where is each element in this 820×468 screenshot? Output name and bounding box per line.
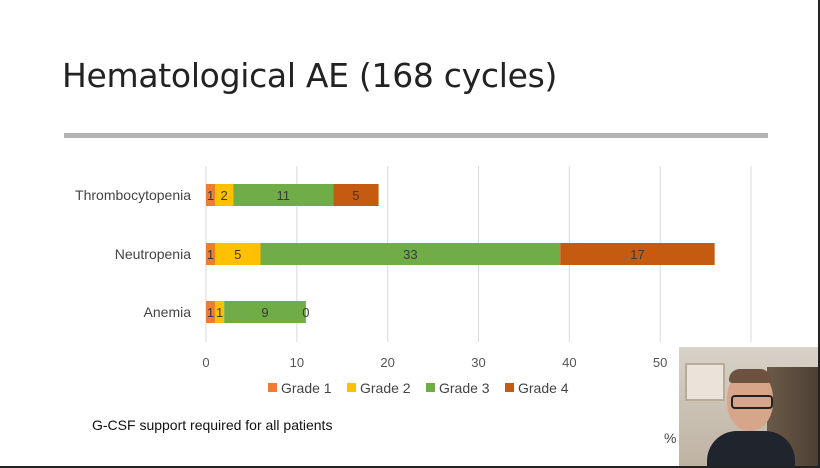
bar-segment-grade-2 [215,184,234,206]
data-label: 5 [352,188,359,203]
footnote: G-CSF support required for all patients [92,417,333,433]
category-label: Neutropenia [115,246,191,262]
legend-label: Grade 3 [439,380,490,396]
data-label: 17 [630,247,644,262]
bar-segment-grade-4 [560,243,715,265]
presenter-body [707,431,795,466]
bar-segment-grade-1 [206,184,216,206]
slide-title: Hematological AE (168 cycles) [62,56,558,95]
data-label: 1 [216,305,223,320]
x-tick-label: 30 [471,355,485,370]
data-label: 33 [403,247,417,262]
data-label: 1 [207,247,214,262]
presenter-glasses [731,395,773,409]
legend-swatch [347,383,356,392]
bar-segment-grade-1 [206,243,216,265]
bar-segment-grade-4 [333,184,379,206]
category-label: Anemia [144,304,192,320]
x-tick-label: 20 [380,355,394,370]
data-label: 11 [276,188,290,203]
data-label: 0 [302,305,309,320]
presenter-hair [729,369,771,383]
data-label: 1 [207,188,214,203]
legend-swatch [426,383,435,392]
bar-segment-grade-2 [215,243,261,265]
bar-segment-grade-3 [224,301,306,323]
x-tick-label: 50 [653,355,667,370]
bar-segment-grade-2 [215,301,225,323]
percent-mark: % [664,430,677,446]
title-divider [64,133,768,138]
data-label: 5 [234,247,241,262]
legend-swatch [268,383,277,392]
legend-label: Grade 1 [281,380,332,396]
category-label: Thrombocytopenia [75,187,191,203]
data-label: 2 [221,188,228,203]
legend-label: Grade 2 [360,380,411,396]
data-label: 1 [207,305,214,320]
bar-segment-grade-3 [260,243,561,265]
x-tick-label: 10 [290,355,304,370]
x-tick-label: 40 [562,355,576,370]
legend-swatch [505,383,514,392]
legend-label: Grade 4 [518,380,569,396]
data-label: 9 [261,305,268,320]
bar-segment-grade-1 [206,301,216,323]
wall-picture [685,363,725,401]
x-tick-label: 0 [202,355,209,370]
presenter-webcam-video [679,347,818,466]
bar-segment-grade-3 [233,184,334,206]
